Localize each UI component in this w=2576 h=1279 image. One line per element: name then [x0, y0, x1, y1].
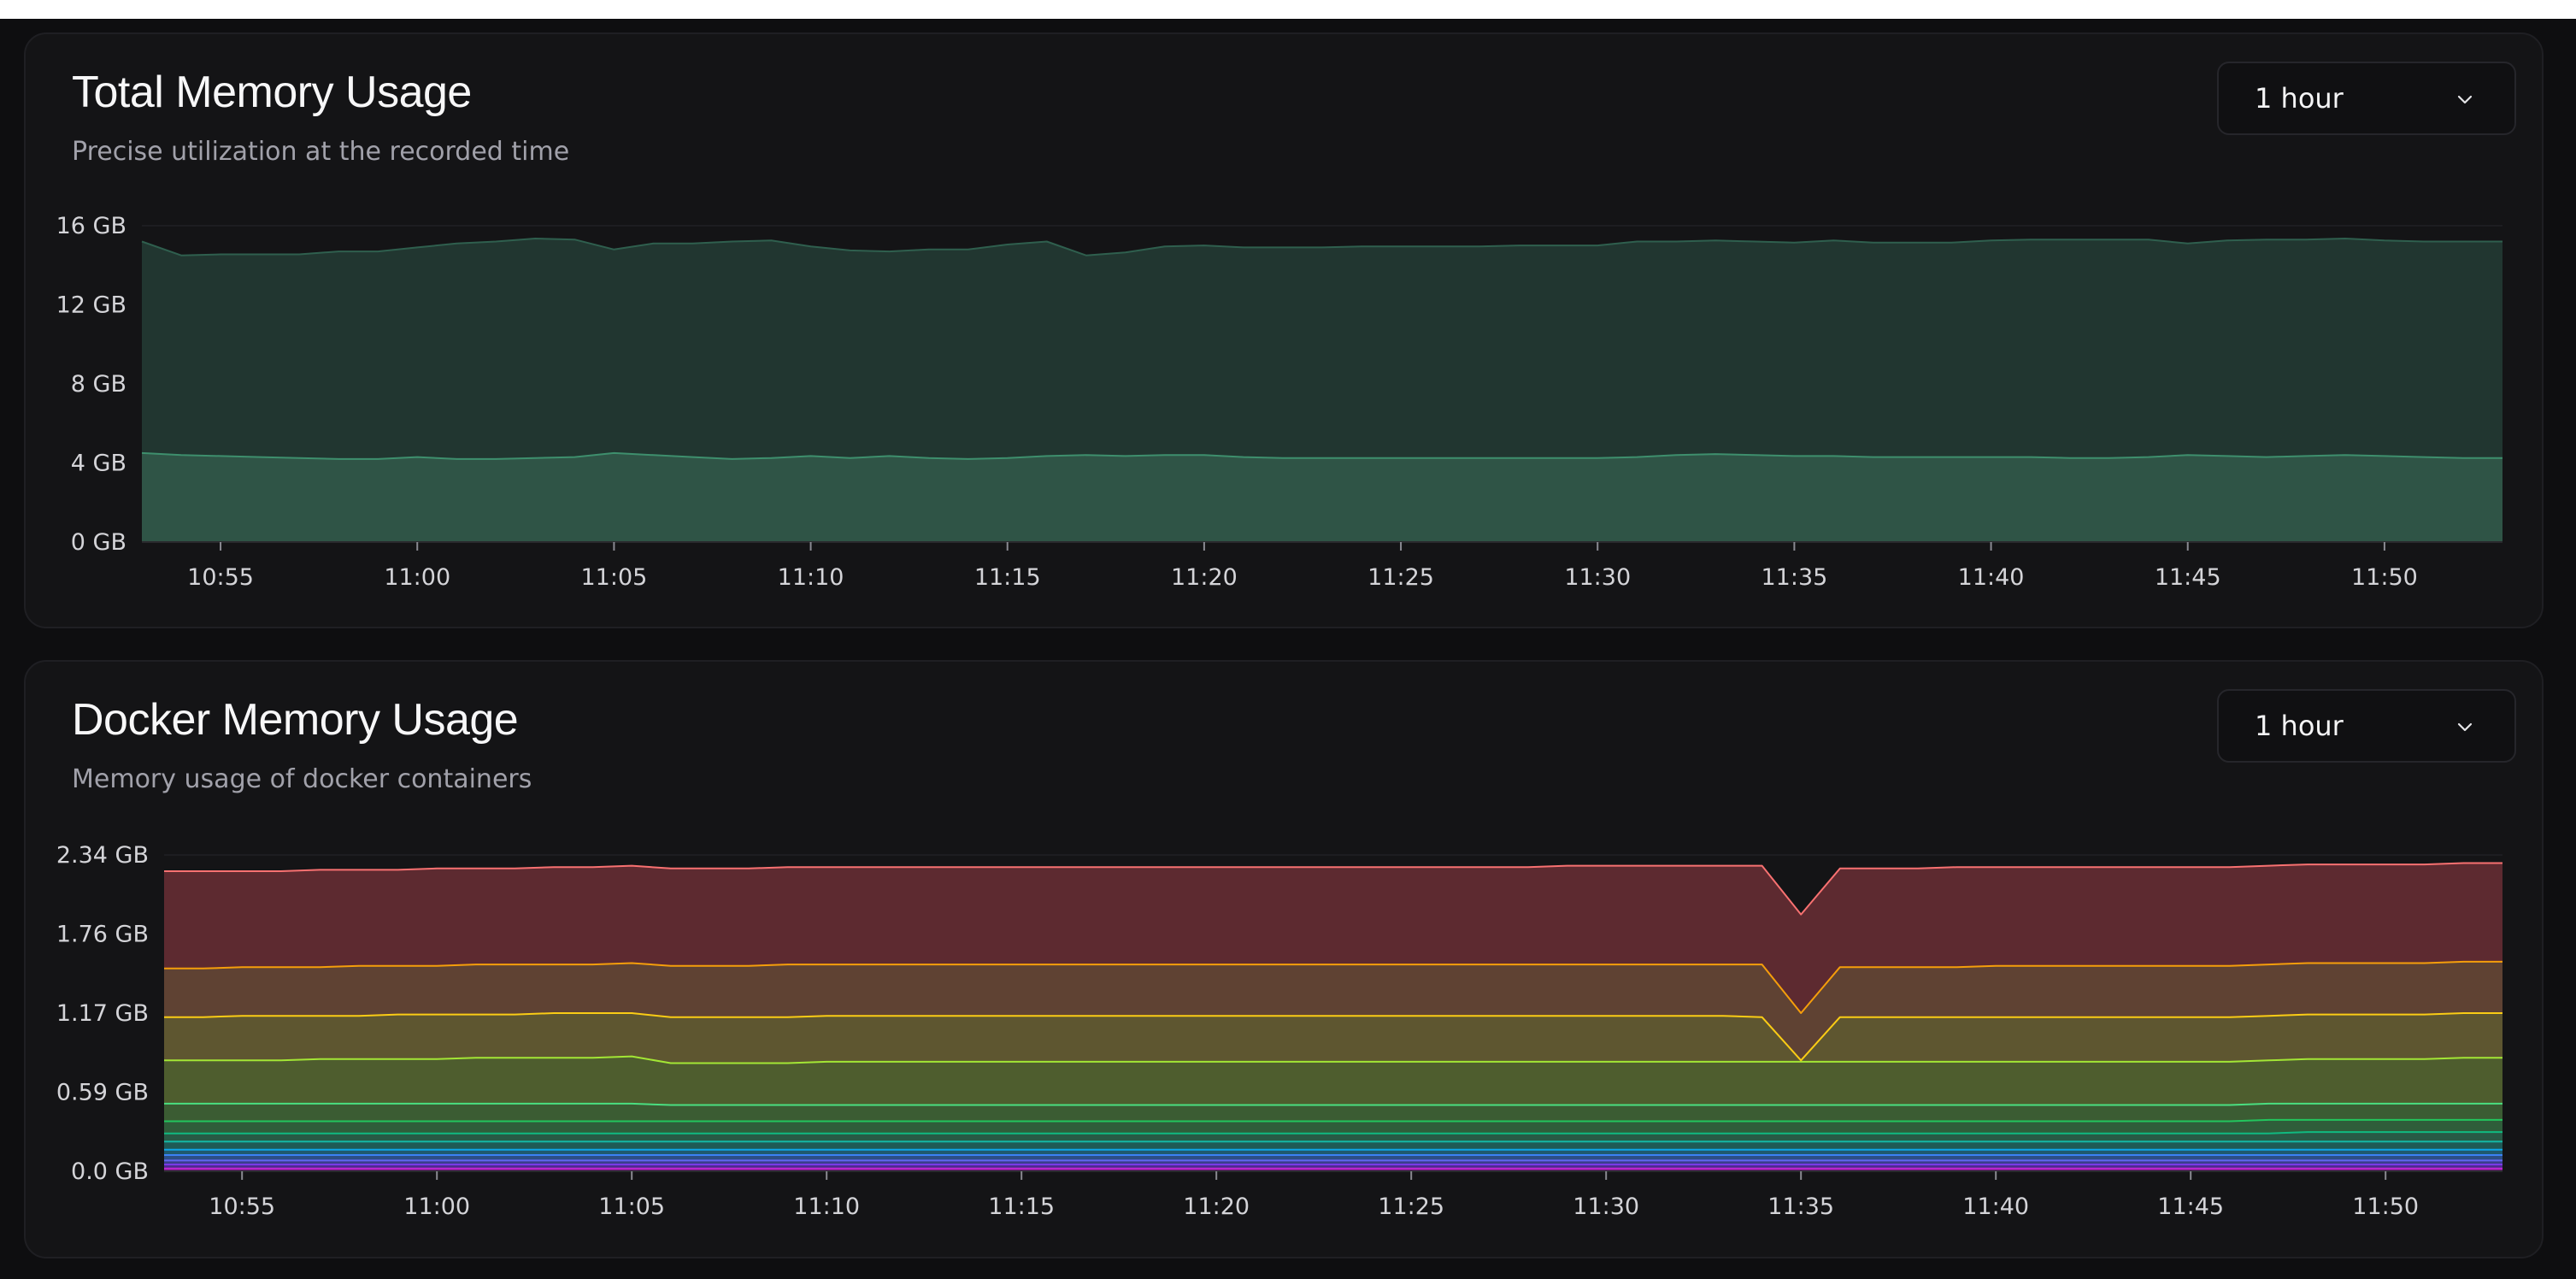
card-subtitle: Precise utilization at the recorded time [72, 137, 570, 167]
x-tick-label: 11:05 [580, 564, 647, 591]
time-range-select[interactable]: 1 hour [2217, 62, 2516, 135]
y-tick-label: 4 GB [71, 451, 126, 477]
x-tick-label: 10:55 [187, 564, 254, 591]
series-area [164, 1132, 2502, 1142]
y-tick-label: 16 GB [56, 213, 126, 239]
series-line [164, 862, 2502, 916]
x-tick-label: 11:40 [1958, 564, 2025, 591]
x-tick-label: 11:10 [793, 1194, 860, 1220]
y-tick-label: 1.76 GB [56, 922, 149, 948]
total-memory-card: Total Memory Usage Precise utilization a… [24, 32, 2544, 628]
series-area [164, 1160, 2502, 1165]
y-tick-label: 1.17 GB [56, 1000, 149, 1027]
time-range-value: 1 hour [2255, 82, 2344, 115]
docker-memory-chart: 0.0 GB 0.59 GB 1.17 GB 1.76 GB 2.34 GB 10:55 1… [56, 842, 2502, 1220]
x-tick-label: 11:00 [403, 1194, 470, 1220]
page-title: Docker Memory Usage [72, 695, 519, 745]
top-window-strip [0, 0, 2576, 19]
y-tick-label: 0.0 GB [71, 1158, 149, 1185]
x-tick-label: 11:00 [384, 564, 450, 591]
x-tick-label: 11:15 [974, 564, 1041, 591]
series-area [164, 1103, 2502, 1122]
series-line [164, 1055, 2502, 1064]
series-area [164, 1013, 2502, 1064]
time-range-value: 1 hour [2255, 710, 2344, 742]
series-area [142, 452, 2502, 542]
series-area [164, 1141, 2502, 1150]
series-area [164, 1155, 2502, 1161]
x-tick-label: 11:45 [2157, 1194, 2224, 1220]
y-tick-label: 2.34 GB [56, 842, 149, 869]
series-line [141, 238, 2502, 256]
card-subtitle: Memory usage of docker containers [72, 764, 532, 794]
x-tick-label: 11:45 [2155, 564, 2221, 591]
x-tick-label: 11:30 [1564, 564, 1631, 591]
series-area [164, 1119, 2502, 1134]
series-line [164, 960, 2502, 1014]
y-tick-label: 0.59 GB [56, 1080, 149, 1106]
x-tick-label: 11:35 [1761, 564, 1827, 591]
series-line [141, 451, 2502, 460]
total-memory-chart: 0 GB 4 GB 8 GB 12 GB 16 GB 10:55 11:00 11:05 11:… [56, 213, 2502, 591]
series-line [164, 1102, 2502, 1106]
series-area [164, 961, 2502, 1061]
series-line [164, 1012, 2502, 1062]
series-area [164, 1149, 2502, 1155]
x-tick-label: 11:25 [1378, 1194, 1444, 1220]
y-tick-label: 12 GB [56, 292, 126, 319]
time-range-select[interactable]: 1 hour [2217, 689, 2516, 763]
page-title: Total Memory Usage [72, 68, 472, 117]
x-tick-label: 11:50 [2351, 564, 2418, 591]
series-area [142, 239, 2502, 459]
y-tick-label: 8 GB [71, 371, 126, 398]
series-area [164, 863, 2502, 1013]
docker-memory-card: Docker Memory Usage Memory usage of dock… [24, 660, 2544, 1258]
x-tick-label: 11:35 [1767, 1194, 1834, 1220]
chevron-down-icon [2457, 722, 2473, 732]
x-tick-label: 11:05 [598, 1194, 665, 1220]
chevron-down-icon [2457, 95, 2473, 104]
series-area [164, 1056, 2502, 1105]
series-line [164, 1131, 2502, 1135]
x-tick-label: 11:40 [1962, 1194, 2029, 1220]
series-area [164, 1164, 2502, 1169]
x-tick-label: 11:50 [2352, 1194, 2419, 1220]
x-tick-label: 11:25 [1367, 564, 1434, 591]
series-line [164, 1118, 2502, 1123]
x-tick-label: 11:10 [778, 564, 844, 591]
x-tick-label: 11:20 [1183, 1194, 1250, 1220]
y-tick-label: 0 GB [71, 529, 126, 556]
x-tick-label: 11:20 [1171, 564, 1238, 591]
x-tick-label: 10:55 [209, 1194, 275, 1220]
x-tick-label: 11:15 [988, 1194, 1055, 1220]
x-tick-label: 11:30 [1573, 1194, 1639, 1220]
